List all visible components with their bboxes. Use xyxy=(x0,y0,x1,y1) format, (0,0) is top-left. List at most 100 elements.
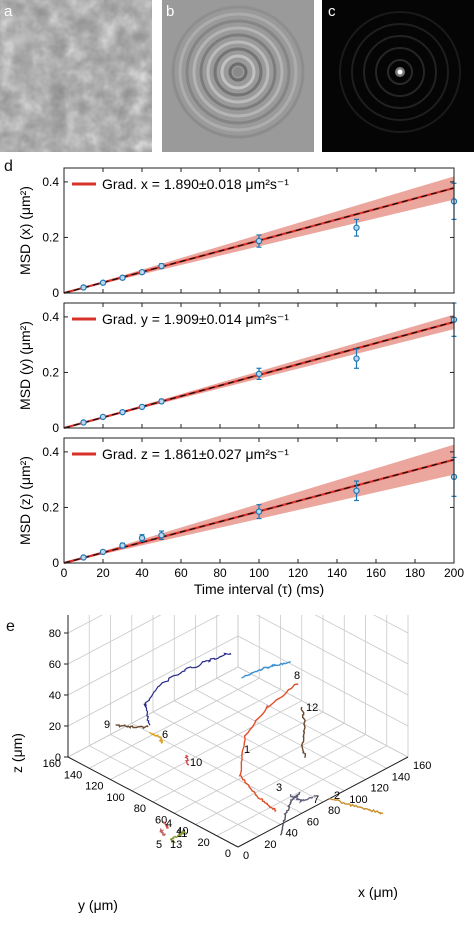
data-point xyxy=(353,355,360,362)
wall-grid-line xyxy=(256,615,409,696)
floor-grid-line xyxy=(216,677,387,769)
trajectory-1 xyxy=(238,683,299,813)
data-point xyxy=(99,548,107,556)
y-tick-label: 0.4 xyxy=(42,445,59,459)
trajectory-7 xyxy=(289,794,314,804)
track-label: 8 xyxy=(294,670,300,682)
x-tick-label: 120 xyxy=(371,783,389,795)
image-panel-b xyxy=(162,0,314,152)
data-point xyxy=(255,508,263,515)
trajectory-9 xyxy=(115,724,149,730)
y-axis-label: y (μm) xyxy=(78,897,118,913)
x-tick-label: 140 xyxy=(392,771,410,783)
z-axis-label: z (μm) xyxy=(9,733,25,773)
trajectory-3d-plot: 0204060801000204060801001201401600204060… xyxy=(9,615,431,913)
z-tick-label: 20 xyxy=(49,721,61,733)
panel-label-a: a xyxy=(4,3,13,20)
floor-grid-line xyxy=(195,689,366,780)
trajectory-3 xyxy=(279,791,301,836)
y-tick-label: 20 xyxy=(198,837,210,849)
x-tick-label: 200 xyxy=(444,566,464,580)
trajectory-4 xyxy=(162,820,169,830)
trajectory-12 xyxy=(300,706,307,758)
msd-chart-0: 0 0.2 0.4 MSD (x) (μm²) Grad. x = 1.890±0.01… xyxy=(17,167,458,300)
track-label: 2 xyxy=(334,790,340,802)
panel-label-c: c xyxy=(328,3,336,20)
hologram-image xyxy=(162,0,314,152)
panel-label-d: d xyxy=(4,158,13,175)
data-point xyxy=(158,262,165,270)
track-label: 13 xyxy=(170,839,182,851)
wall-grid-line xyxy=(237,635,409,727)
confidence-band xyxy=(64,444,454,563)
data-point xyxy=(353,487,360,494)
track-label: 4 xyxy=(166,818,172,830)
z-tick-label: 0 xyxy=(55,752,61,764)
trajectory-long xyxy=(143,652,232,726)
wall-grid-line xyxy=(67,666,239,758)
track-label: 3 xyxy=(276,782,282,794)
y-tick-label: 0.2 xyxy=(42,500,59,514)
trajectory-2 xyxy=(329,797,384,815)
data-point xyxy=(99,413,107,421)
y-axis-label: MSD (z) (μm²) xyxy=(17,456,33,545)
trajectory-13 xyxy=(170,830,188,840)
wall-grid-line xyxy=(67,615,220,696)
x-tick-label: 120 xyxy=(288,566,308,580)
floor-grid-line xyxy=(89,677,260,769)
x-axis-label: Time interval (τ) (ms) xyxy=(194,581,324,597)
floor-grid-line xyxy=(152,711,324,803)
trajectory-8 xyxy=(241,661,291,679)
y-axis-line xyxy=(67,756,239,848)
y-tick-label: 0.2 xyxy=(42,230,59,244)
y-tick-label: 120 xyxy=(85,781,103,793)
data-point xyxy=(119,542,126,549)
y-tick-label: 0.4 xyxy=(42,175,59,189)
x-tick-label: 100 xyxy=(349,794,367,806)
x-tick-label: 180 xyxy=(405,566,425,580)
trajectory-6 xyxy=(149,731,163,744)
data-point xyxy=(158,398,165,405)
data-point xyxy=(119,408,126,416)
wall-grid-line xyxy=(67,635,239,727)
x-tick-label: 100 xyxy=(249,566,269,580)
legend-label: Grad. x = 1.890±0.018 μm²s⁻¹ xyxy=(102,176,289,192)
brightfield-image xyxy=(0,0,152,152)
y-tick-label: 0.2 xyxy=(42,365,59,379)
track-label: 6 xyxy=(162,729,168,741)
x-tick-label: 20 xyxy=(96,566,110,580)
data-point xyxy=(138,403,146,411)
x-tick-label: 40 xyxy=(286,828,298,840)
trajectory-5 xyxy=(170,838,176,844)
reconstruction-image xyxy=(322,0,474,152)
y-tick-label: 160 xyxy=(43,758,61,770)
x-tick-label: 80 xyxy=(213,566,227,580)
z-tick-label: 40 xyxy=(49,690,61,702)
x-tick-label: 60 xyxy=(174,566,188,580)
confidence-band xyxy=(64,176,454,293)
data-point xyxy=(80,419,87,426)
y-tick-label: 0 xyxy=(52,556,59,570)
data-point xyxy=(158,532,165,539)
data-point xyxy=(353,224,360,231)
track-label: 1 xyxy=(244,744,250,756)
wall-grid-line xyxy=(314,615,409,665)
x-tick-label: 160 xyxy=(366,566,386,580)
data-point xyxy=(80,554,87,561)
x-tick-label: 0 xyxy=(61,566,68,580)
wall-grid-line xyxy=(373,615,409,634)
data-point xyxy=(138,534,146,542)
msd-chart-2: 0 0.2 0.4 MSD (z) (μm²) Grad. z = 1.861±0.02… xyxy=(17,437,458,570)
x-tick-label: 140 xyxy=(327,566,347,580)
y-tick-label: 0.4 xyxy=(42,310,59,324)
z-tick-label: 80 xyxy=(49,628,61,640)
track-label: 12 xyxy=(306,702,318,714)
panel-label-e: e xyxy=(6,618,15,635)
track-label: 9 xyxy=(104,719,110,731)
trajectory-10 xyxy=(184,754,190,766)
data-point xyxy=(99,279,107,286)
x-axis-label: x (μm) xyxy=(358,884,398,900)
y-tick-label: 0 xyxy=(52,286,59,300)
image-panel-c xyxy=(322,0,474,152)
x-tick-label: 80 xyxy=(328,805,340,817)
